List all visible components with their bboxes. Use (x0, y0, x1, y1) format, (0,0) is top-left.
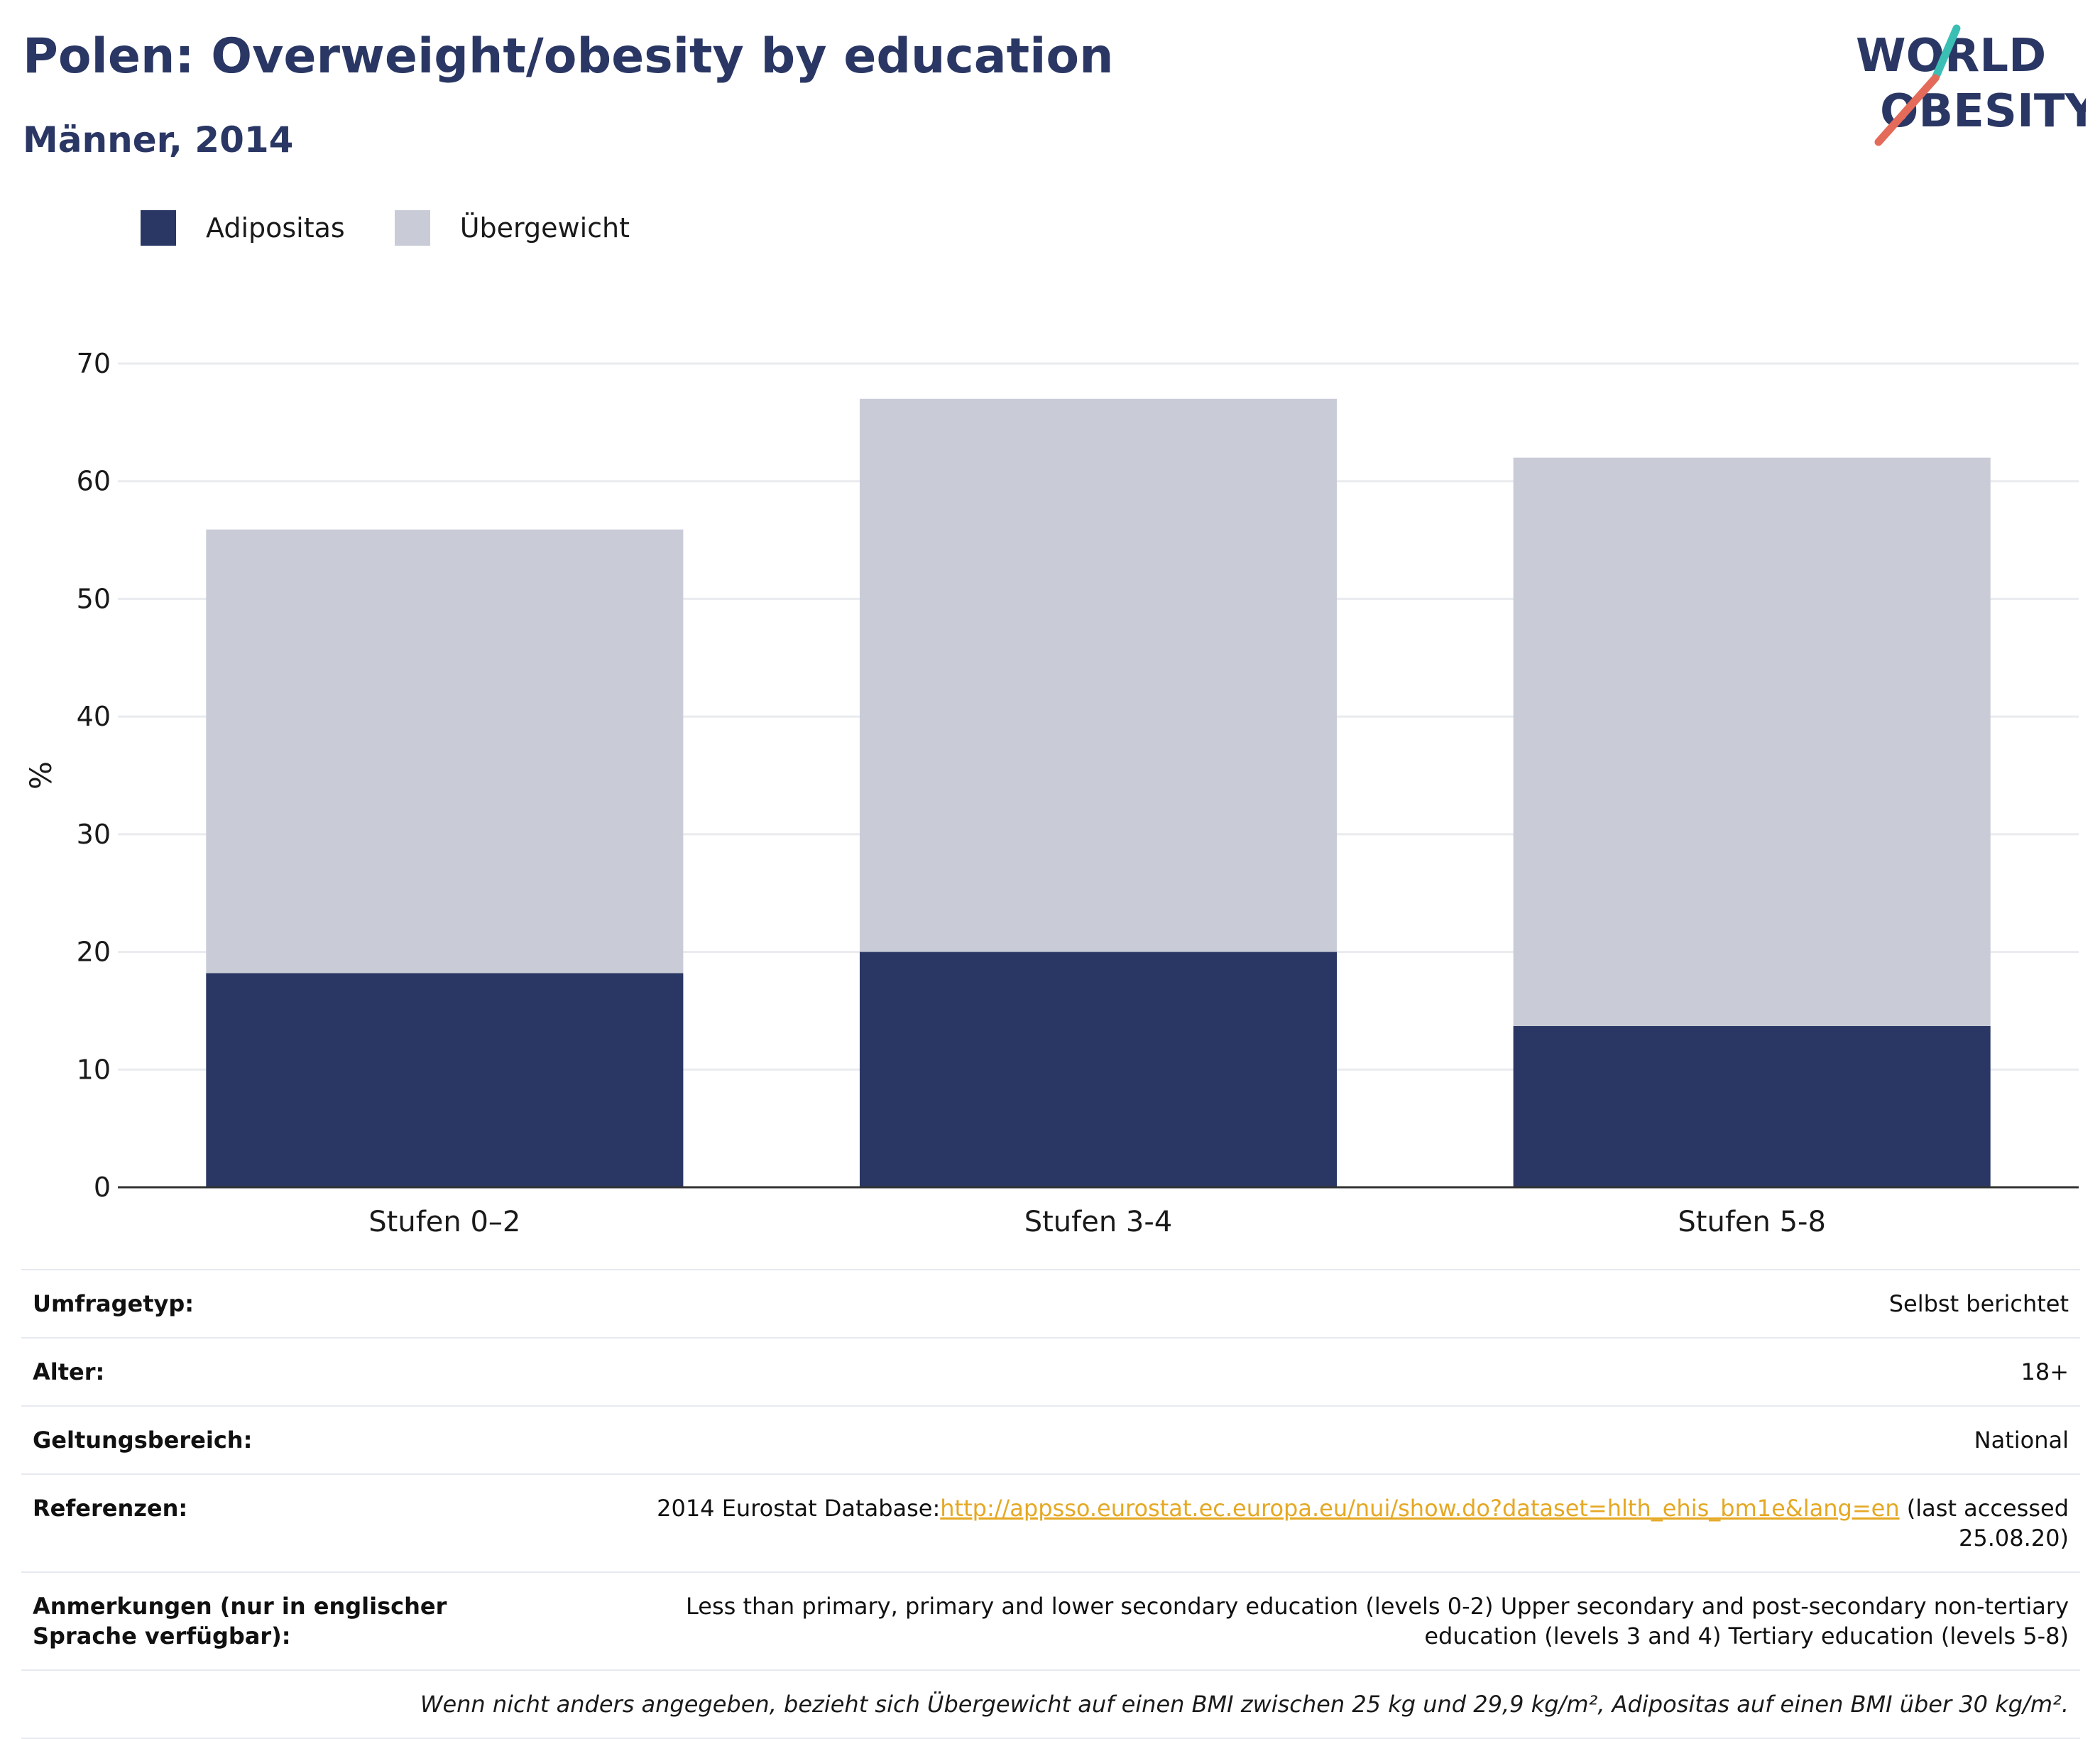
world-obesity-logo: WORLD OBESITY (1856, 24, 2086, 146)
info-value-refs: 2014 Eurostat Database:http://appsso.eur… (555, 1473, 2080, 1572)
chart-legend: Adipositas Übergewicht (141, 210, 679, 246)
info-label-scope: Geltungsbereich: (21, 1405, 555, 1474)
y-tick-label-50: 50 (77, 583, 111, 614)
x-tick-label-2: Stufen 5-8 (1678, 1206, 1826, 1238)
y-tick-label-30: 30 (77, 819, 111, 850)
legend-item-uebergewicht[interactable]: Übergewicht (394, 210, 630, 246)
y-axis-label: % (23, 761, 58, 790)
info-row-scope: Geltungsbereich: National (21, 1405, 2080, 1474)
logo-text-obesity: OBESITY (1880, 85, 2086, 138)
bar-adipositas-2 (1513, 1025, 1991, 1187)
bar-adipositas-0 (206, 973, 684, 1187)
y-tick-label-60: 60 (77, 466, 111, 497)
info-label-notes: Anmerkungen (nur in englischer Sprache v… (21, 1571, 555, 1670)
legend-swatch-uebergewicht (394, 210, 430, 246)
logo-slash-coral (1874, 74, 1940, 146)
info-value-survey: Selbst berichtet (555, 1269, 2080, 1338)
info-label-refs: Referenzen: (21, 1473, 555, 1572)
y-tick-label-10: 10 (77, 1054, 111, 1085)
info-value-scope: National (555, 1405, 2080, 1474)
chart-title: Polen: Overweight/obesity by education (23, 28, 1114, 85)
y-tick-label-40: 40 (77, 701, 111, 732)
bar-adipositas-1 (859, 952, 1338, 1187)
footnote-text: Wenn nicht anders angegeben, bezieht sic… (21, 1669, 2080, 1739)
refs-prefix: 2014 Eurostat Database: (657, 1495, 941, 1522)
chart-subtitle: Männer, 2014 (23, 119, 294, 160)
info-row-notes: Anmerkungen (nur in englischer Sprache v… (21, 1571, 2080, 1670)
info-row-refs: Referenzen: 2014 Eurostat Database:http:… (21, 1473, 2080, 1572)
info-table: Umfragetyp: Selbst berichtet Alter: 18+ … (21, 1269, 2080, 1739)
refs-link[interactable]: http://appsso.eurostat.ec.europa.eu/nui/… (940, 1495, 1900, 1522)
legend-label-adipositas: Adipositas (206, 212, 345, 244)
logo-slash-teal (1931, 24, 1961, 82)
stacked-bar-chart: 0 10 20 30 40 50 60 70 Stufen 0–2 Stufen 3-4 Stufe… (23, 348, 2079, 1238)
legend-swatch-adipositas (141, 210, 176, 246)
bar-uebergewicht-0 (206, 529, 684, 974)
legend-item-adipositas[interactable]: Adipositas (141, 210, 345, 246)
x-tick-label-0: Stufen 0–2 (368, 1206, 520, 1238)
info-label-survey: Umfragetyp: (21, 1269, 555, 1338)
info-label-age: Alter: (21, 1337, 555, 1406)
bar-uebergewicht-2 (1513, 457, 1991, 1026)
info-row-survey: Umfragetyp: Selbst berichtet (21, 1269, 2080, 1338)
y-tick-label-20: 20 (77, 937, 111, 968)
refs-suffix: (last accessed 25.08.20) (1899, 1495, 2069, 1552)
legend-label-uebergewicht: Übergewicht (459, 212, 630, 244)
y-tick-label-0: 0 (94, 1172, 111, 1203)
x-tick-label-1: Stufen 3-4 (1024, 1206, 1173, 1238)
info-row-age: Alter: 18+ (21, 1337, 2080, 1406)
bar-uebergewicht-1 (859, 398, 1338, 952)
info-row-footnote: Wenn nicht anders angegeben, bezieht sic… (21, 1669, 2080, 1739)
info-value-notes: Less than primary, primary and lower sec… (555, 1571, 2080, 1670)
info-value-age: 18+ (555, 1337, 2080, 1406)
y-tick-label-70: 70 (77, 348, 111, 379)
